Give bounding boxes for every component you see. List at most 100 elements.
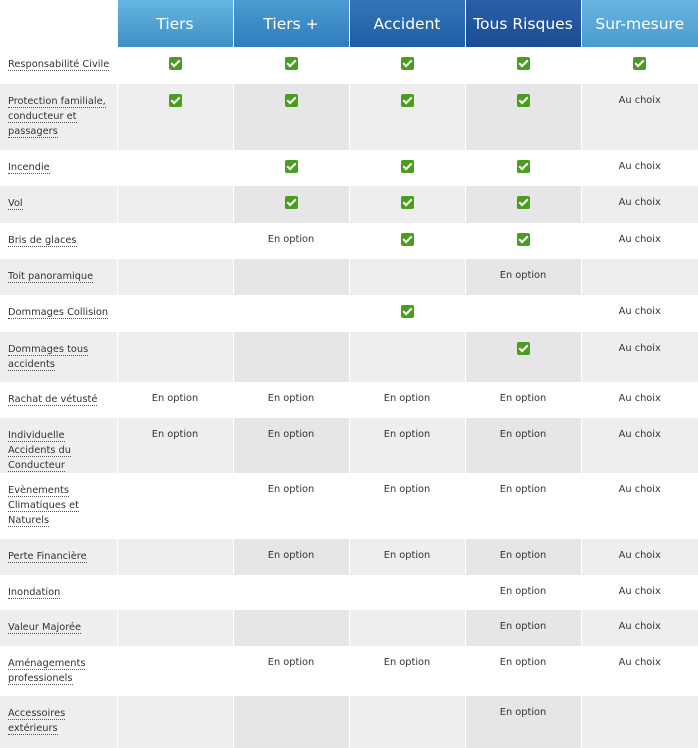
au-choix-text: Au choix [618,657,661,668]
coverage-label[interactable]: Inondation [8,587,61,599]
table-row: Aménagements professionels En option En op… [0,646,698,696]
checkmark-icon [400,233,414,246]
coverage-label-cell: Responsabilité Civile [0,47,117,84]
en-option-text: En option [499,270,547,281]
coverage-cell [232,150,349,186]
coverage-cell [464,150,581,186]
coverage-label-cell: Dommages tous accidents [0,332,117,382]
table-row: Dommages tous accidents Au choix [0,332,698,382]
table-row: Rachat de vétusté En option En option En op… [0,382,698,418]
checkmark-icon [400,160,414,173]
plan-header-sur-mesure: Sur-mesure [580,0,698,47]
coverage-label-cell: Dommages Collision [0,295,117,332]
en-option-text: En option [267,657,315,668]
coverage-cell: En option [464,539,581,575]
coverage-cell: Au choix [580,295,698,332]
coverage-label[interactable]: Aménagements professionels [8,658,86,685]
coverage-label[interactable]: Perte Financière [8,551,87,563]
en-option-text: En option [383,429,431,440]
coverage-label[interactable]: Bris de glaces [8,235,77,247]
en-option-text: En option [267,484,315,495]
coverage-cell: En option [348,539,465,575]
coverage-cell [232,47,349,84]
coverage-cell: En option [464,575,581,610]
coverage-cell: Au choix [580,539,698,575]
coverage-cell [464,186,581,223]
checkmark-icon [516,342,530,355]
checkmark-icon [400,94,414,107]
coverage-label[interactable]: Protection familiale, conducteur et pass… [8,96,106,138]
en-option-text: En option [383,550,431,561]
checkmark-icon [400,196,414,209]
coverage-cell [232,186,349,223]
checkmark-icon [284,196,298,209]
plan-header-tous-risques: Tous Risques [464,0,581,47]
coverage-label[interactable]: Evènements Climatiques et Naturels [8,485,79,527]
coverage-cell [348,84,465,150]
coverage-label[interactable]: Valeur Majorée [8,622,82,634]
coverage-cell [116,259,233,295]
coverage-cell [116,186,233,223]
coverage-cell [348,47,465,84]
coverage-cell [348,332,465,382]
coverage-label[interactable]: Responsabilité Civile [8,59,110,71]
coverage-cell: En option [232,539,349,575]
coverage-label[interactable]: Incendie [8,162,50,174]
en-option-text: En option [499,393,547,404]
en-option-text: En option [499,621,547,632]
table-row: Bris de glaces En option Au choix [0,223,698,259]
coverage-cell: Au choix [580,84,698,150]
au-choix-text: Au choix [618,95,661,106]
coverage-cell [232,259,349,295]
coverage-cell: Au choix [580,646,698,696]
checkmark-icon [284,160,298,173]
coverage-cell: En option [232,223,349,259]
coverage-label[interactable]: Accessoires extérieurs [8,708,66,735]
coverage-label[interactable]: Dommages tous accidents [8,344,89,371]
coverage-cell: Au choix [580,186,698,223]
coverage-cell [116,539,233,575]
au-choix-text: Au choix [618,234,661,245]
plan-header-accident: Accident [348,0,465,47]
coverage-cell [580,259,698,295]
checkmark-icon [284,94,298,107]
coverage-cell [464,332,581,382]
coverage-cell [116,696,233,748]
en-option-text: En option [151,429,199,440]
coverage-cell [464,295,581,332]
en-option-text: En option [499,586,547,597]
coverage-cell [232,84,349,150]
coverage-cell: En option [232,646,349,696]
coverage-label[interactable]: Vol [8,198,23,210]
coverage-cell: En option [464,418,581,473]
coverage-cell: En option [232,473,349,539]
coverage-cell: Au choix [580,223,698,259]
coverage-cell [580,47,698,84]
au-choix-text: Au choix [618,393,661,404]
coverage-cell: En option [348,646,465,696]
coverage-cell: En option [348,418,465,473]
plan-header-row: Tiers Tiers + Accident Tous Risques Sur-… [0,0,698,47]
table-row: Perte Financière En option En option En opt… [0,539,698,575]
table-row: Accessoires extérieurs En option [0,696,698,748]
coverage-cell [116,223,233,259]
coverage-label[interactable]: Individuelle Accidents du Conducteur [8,430,71,472]
coverage-cell [348,259,465,295]
au-choix-text: Au choix [618,484,661,495]
coverage-cell [116,150,233,186]
au-choix-text: Au choix [618,586,661,597]
checkmark-icon [516,160,530,173]
checkmark-icon [516,233,530,246]
en-option-text: En option [383,484,431,495]
coverage-cell: En option [116,418,233,473]
coverage-label[interactable]: Rachat de vétusté [8,394,98,406]
en-option-text: En option [499,550,547,561]
coverage-label-cell: Individuelle Accidents du Conducteur [0,418,117,473]
coverage-label-cell: Inondation [0,575,117,610]
coverage-label[interactable]: Toit panoramique [8,271,94,283]
coverage-label[interactable]: Dommages Collision [8,307,109,319]
coverage-cell [116,610,233,646]
coverage-cell: En option [464,259,581,295]
table-row: Individuelle Accidents du Conducteur En o… [0,418,698,473]
table-row: Inondation En option Au choix [0,575,698,610]
